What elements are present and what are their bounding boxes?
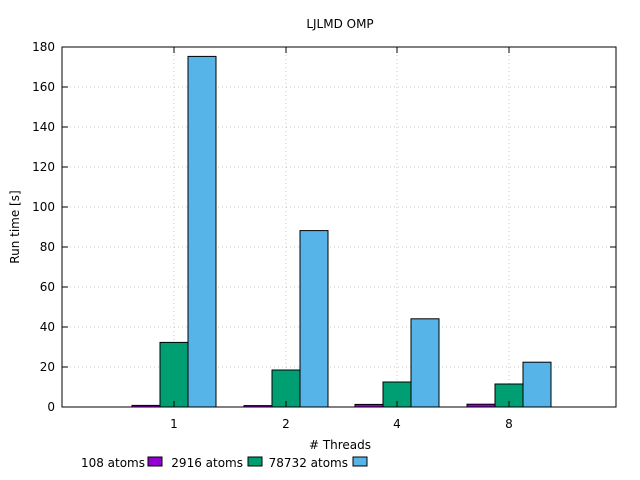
x-tick-label: 8 [505, 417, 513, 431]
y-tick-label: 120 [32, 160, 55, 174]
x-tick-label: 1 [170, 417, 178, 431]
y-axis-label: Run time [s] [8, 190, 22, 263]
legend-label: 2916 atoms [171, 456, 243, 470]
y-tick-label: 0 [47, 400, 55, 414]
x-tick-label: 2 [282, 417, 290, 431]
y-tick-label: 40 [40, 320, 55, 334]
grid [62, 47, 616, 407]
bars [131, 55, 552, 408]
bar-78732-atoms-4 [410, 318, 440, 408]
chart-title: LJLMD OMP [306, 17, 373, 31]
legend-label: 78732 atoms [269, 456, 348, 470]
legend-swatch [147, 456, 163, 467]
x-tick-label: 4 [393, 417, 401, 431]
y-tick-label: 180 [32, 40, 55, 54]
y-tick-label: 100 [32, 200, 55, 214]
axis-ticks: 0 20 40 60 80 100 120 140 160 180 1 2 4 8 [32, 40, 616, 431]
legend-label: 108 atoms [81, 456, 145, 470]
legend-swatch [247, 456, 263, 467]
bar-78732-atoms-8 [522, 361, 552, 408]
bar-2916-atoms-1 [159, 341, 189, 408]
y-tick-label: 60 [40, 280, 55, 294]
plot-frame [61, 46, 617, 408]
y-tick-label: 80 [40, 240, 55, 254]
bar-78732-atoms-1 [187, 55, 217, 408]
legend-swatch [352, 456, 368, 467]
y-tick-label: 20 [40, 360, 55, 374]
y-tick-label: 160 [32, 80, 55, 94]
y-tick-label: 140 [32, 120, 55, 134]
bar-78732-atoms-2 [299, 230, 329, 408]
x-axis-label: # Threads [309, 438, 371, 452]
legend: 108 atoms 2916 atoms 78732 atoms [81, 456, 368, 470]
